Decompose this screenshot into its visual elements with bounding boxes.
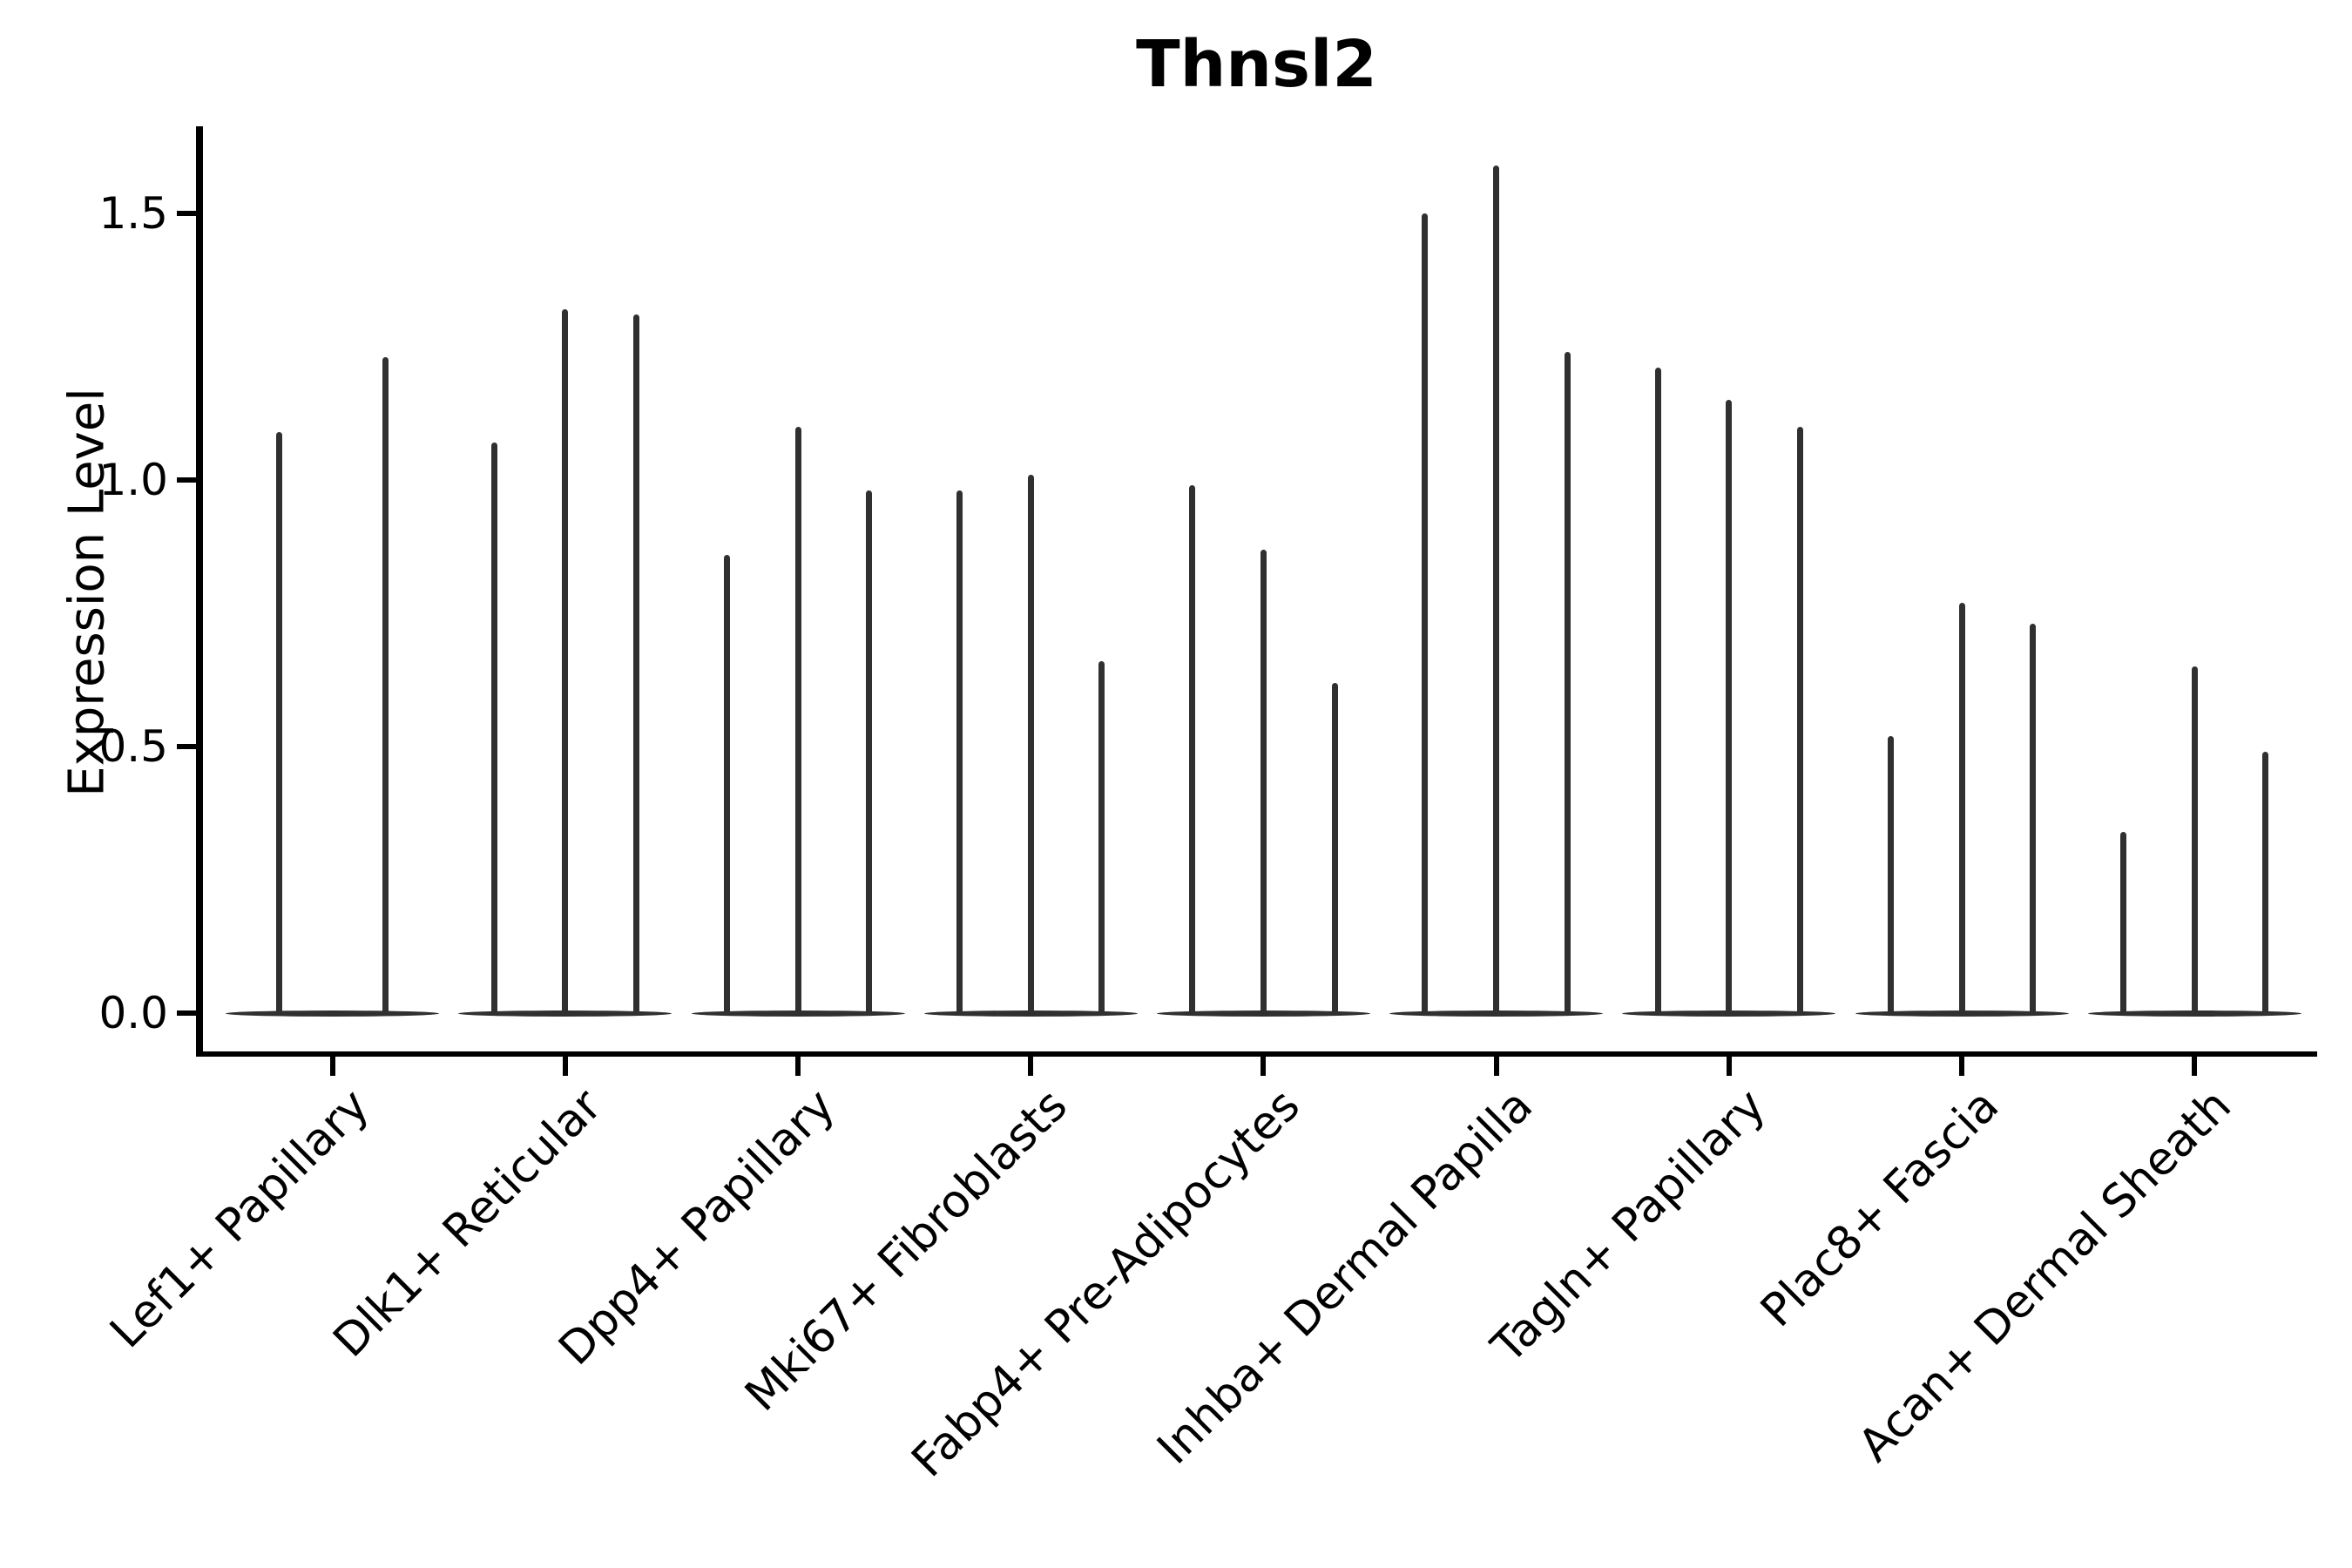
y-axis-line bbox=[196, 126, 203, 1057]
violin-base bbox=[923, 1010, 1138, 1017]
x-tick-label: Plac8+ Fascia bbox=[1750, 1079, 2009, 1338]
violin-spike bbox=[1564, 352, 1571, 1013]
x-tick bbox=[1028, 1057, 1034, 1076]
violin-spike bbox=[866, 490, 873, 1013]
y-tick-label: 0.0 bbox=[98, 988, 168, 1038]
violin-spike bbox=[2262, 752, 2269, 1013]
violin-base bbox=[1622, 1010, 1836, 1017]
violin-spike bbox=[1422, 213, 1429, 1013]
x-tick-label: Inhba+ Dermal Papilla bbox=[1147, 1079, 1544, 1475]
violin-spike bbox=[632, 314, 639, 1013]
y-tick bbox=[177, 477, 196, 483]
violin-spike bbox=[1796, 427, 1803, 1013]
violin-spike bbox=[1726, 400, 1733, 1013]
x-tick bbox=[1959, 1057, 1964, 1076]
violin-base bbox=[1156, 1010, 1370, 1017]
violin-spike bbox=[562, 309, 569, 1013]
violin-base bbox=[691, 1010, 905, 1017]
y-tick-label: 0.5 bbox=[98, 721, 168, 772]
x-tick bbox=[1726, 1057, 1732, 1076]
x-tick-label: Acan+ Dermal Sheath bbox=[1848, 1079, 2241, 1472]
violin-spike bbox=[2191, 666, 2198, 1013]
violin-spike bbox=[1654, 368, 1661, 1013]
violin-base bbox=[226, 1010, 440, 1017]
violin-spike bbox=[382, 357, 389, 1013]
violin-base bbox=[2087, 1010, 2301, 1017]
y-tick-label: 1.0 bbox=[98, 455, 168, 505]
violin-spike bbox=[275, 432, 282, 1013]
x-tick bbox=[795, 1057, 801, 1076]
chart-title: Thnsl2 bbox=[1136, 27, 1377, 102]
violin-spike bbox=[2030, 624, 2037, 1013]
violin-spike bbox=[723, 555, 730, 1013]
y-tick-label: 1.5 bbox=[98, 188, 168, 239]
x-tick bbox=[329, 1057, 335, 1076]
violin-spike bbox=[1331, 683, 1338, 1013]
violin-spike bbox=[1493, 166, 1500, 1013]
violin-base bbox=[1389, 1010, 1604, 1017]
x-tick bbox=[1260, 1057, 1267, 1076]
violin-spike bbox=[1098, 661, 1105, 1013]
y-tick bbox=[177, 1010, 196, 1016]
violin-spike bbox=[2120, 832, 2127, 1013]
y-tick bbox=[177, 744, 196, 749]
violin-spike bbox=[1887, 736, 1894, 1013]
violin-spike bbox=[1189, 485, 1196, 1013]
x-tick bbox=[1493, 1057, 1499, 1076]
x-tick-label: Fabp4+ Pre-Adipocytes bbox=[902, 1079, 1311, 1488]
violin-spike bbox=[490, 443, 497, 1013]
violin-base bbox=[1855, 1010, 2069, 1017]
violin-spike bbox=[956, 490, 963, 1013]
violin-spike bbox=[1958, 603, 1965, 1013]
y-tick bbox=[177, 211, 196, 216]
x-tick bbox=[562, 1057, 568, 1076]
x-tick-label: Lef1+ Papillary bbox=[100, 1079, 380, 1359]
x-tick bbox=[2192, 1057, 2198, 1076]
violin-base bbox=[458, 1010, 672, 1017]
violin-spike bbox=[794, 427, 801, 1013]
violin-spike bbox=[1260, 550, 1267, 1013]
violin-spike bbox=[1027, 475, 1034, 1013]
x-axis-line bbox=[196, 1051, 2317, 1057]
